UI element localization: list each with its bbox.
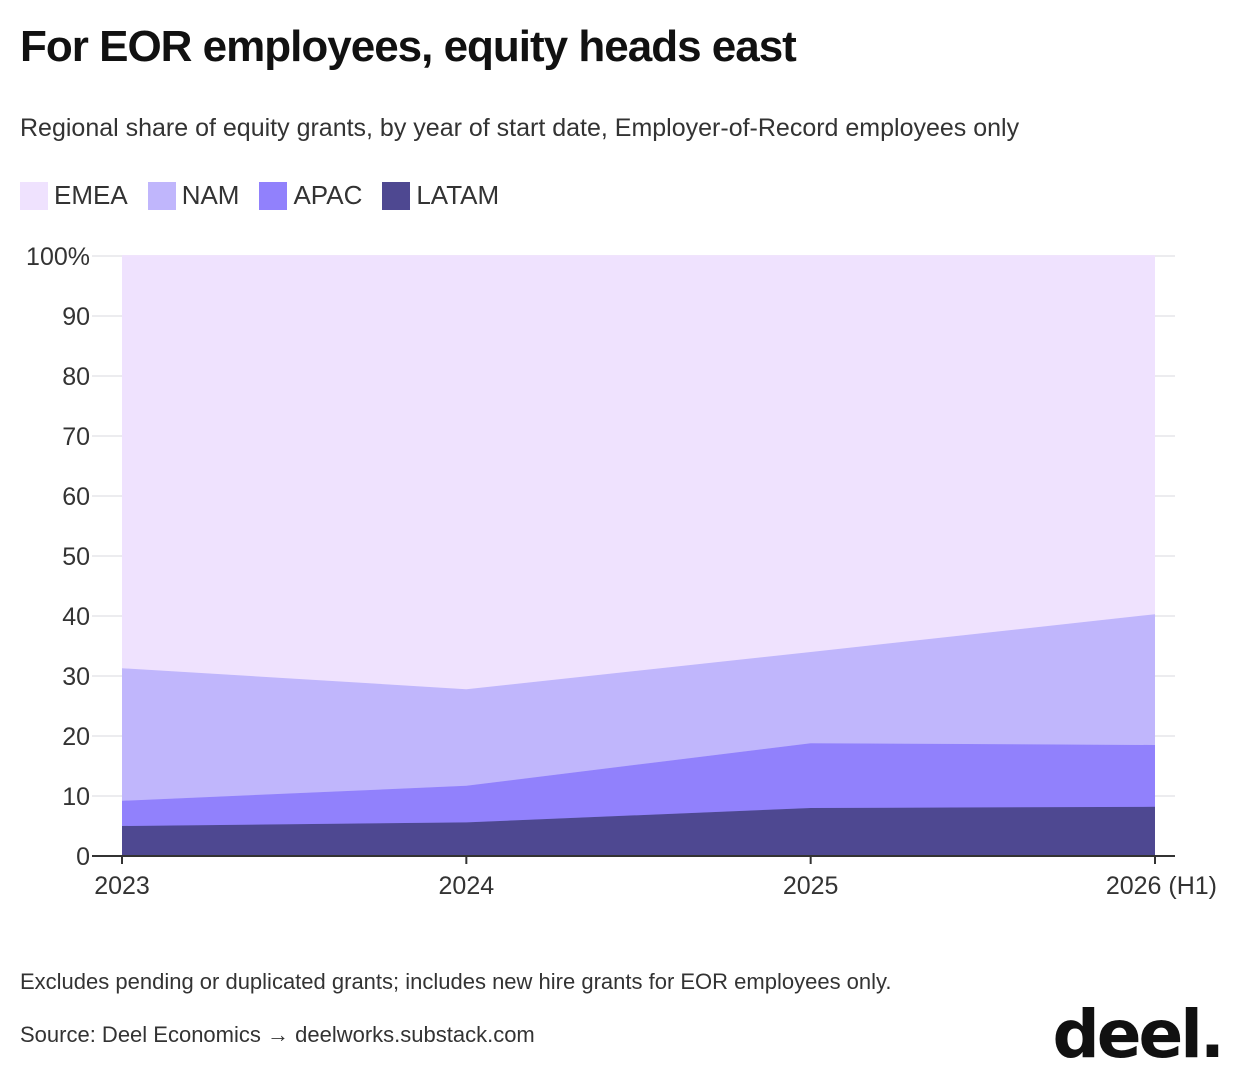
y-tick-label: 40 bbox=[62, 603, 90, 631]
area-apac bbox=[122, 743, 1155, 826]
y-tick-label: 60 bbox=[62, 483, 90, 511]
legend-swatch-emea bbox=[20, 181, 48, 210]
area-nam bbox=[122, 614, 1155, 801]
legend-label-latam: LATAM bbox=[416, 180, 500, 210]
source-link[interactable]: Source: Deel Economics → deelworks.subst… bbox=[20, 1022, 535, 1047]
x-tick-label: 2024 bbox=[439, 872, 495, 900]
y-tick-label: 90 bbox=[62, 303, 90, 331]
y-tick-label: 20 bbox=[62, 723, 90, 751]
footnote: Excludes pending or duplicated grants; i… bbox=[20, 969, 892, 994]
y-tick-label: 100% bbox=[26, 243, 90, 271]
y-tick-label: 50 bbox=[62, 543, 90, 571]
legend-item-nam: NAM bbox=[147, 180, 240, 211]
area-latam bbox=[122, 806, 1155, 856]
y-tick-label: 80 bbox=[62, 363, 90, 391]
legend-swatch-latam bbox=[382, 181, 411, 210]
x-tick-label: 2025 bbox=[783, 872, 839, 900]
x-tick-label: 2023 bbox=[94, 872, 150, 900]
y-tick-label: 10 bbox=[62, 783, 90, 811]
y-tick-label: 30 bbox=[62, 663, 90, 691]
legend-label-apac: APAC bbox=[293, 180, 363, 210]
chart-subtitle: Regional share of equity grants, by year… bbox=[20, 114, 1020, 142]
y-tick-label: 70 bbox=[62, 423, 90, 451]
legend-label-emea: EMEA bbox=[54, 180, 128, 210]
legend-item-latam: LATAM bbox=[382, 180, 499, 211]
legend-item-apac: APAC bbox=[259, 180, 362, 211]
x-tick-label: 2026 (H1) bbox=[1106, 872, 1217, 900]
stacked-area-chart: 0 10 20 30 40 50 60 70 80 90 100% 2023 2024 2025 2026 … bbox=[26, 243, 1217, 900]
legend-swatch-nam bbox=[147, 181, 176, 210]
legend-swatch-apac bbox=[259, 181, 288, 210]
deel-logo: deel. bbox=[1052, 996, 1225, 1073]
axes: 0 10 20 30 40 50 60 70 80 90 100% 2023 2024 2025 2026 … bbox=[26, 243, 1217, 900]
area-series bbox=[121, 255, 1156, 856]
chart-title: For EOR employees, equity heads east bbox=[20, 22, 797, 71]
legend-label-nam: NAM bbox=[181, 180, 240, 210]
legend-item-emea: EMEA bbox=[20, 180, 128, 211]
y-tick-label: 0 bbox=[76, 843, 90, 871]
area-emea bbox=[122, 256, 1155, 690]
legend: EMEA NAM APAC LATAM bbox=[20, 180, 499, 211]
